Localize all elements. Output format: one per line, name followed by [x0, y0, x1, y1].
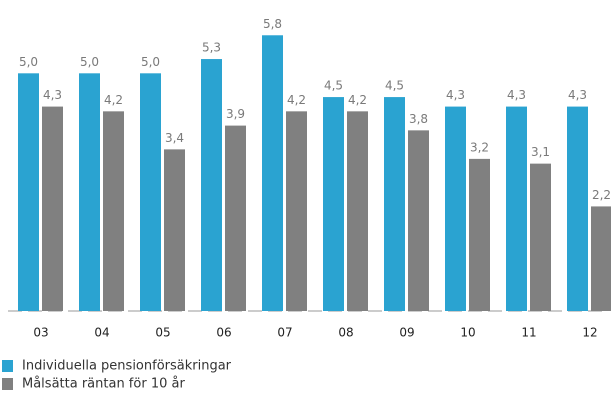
bar — [286, 111, 307, 311]
bar — [591, 206, 611, 311]
bar — [262, 35, 283, 312]
value-label: 4,2 — [104, 93, 123, 107]
bar — [384, 97, 405, 311]
value-label: 5,8 — [263, 17, 282, 31]
value-label: 3,1 — [531, 145, 550, 159]
x-tick-label: 12 — [582, 326, 597, 340]
bar — [506, 106, 527, 311]
bar — [103, 111, 124, 311]
x-tick-label: 09 — [399, 326, 414, 340]
value-label: 4,2 — [287, 93, 306, 107]
bar — [469, 158, 490, 311]
value-label: 4,3 — [446, 88, 465, 102]
bar — [140, 73, 161, 311]
bar — [445, 106, 466, 311]
value-label: 4,3 — [507, 88, 526, 102]
bar — [201, 59, 222, 311]
bar — [225, 125, 246, 311]
bar — [18, 73, 39, 311]
bar — [42, 106, 63, 311]
value-label: 4,3 — [43, 88, 62, 102]
value-label: 5,3 — [202, 41, 221, 55]
value-label: 4,5 — [385, 79, 404, 93]
x-tick-label: 05 — [155, 326, 170, 340]
value-label: 5,0 — [141, 55, 160, 69]
value-label: 2,2 — [592, 188, 611, 202]
x-tick-label: 07 — [277, 326, 292, 340]
value-label: 3,9 — [226, 107, 245, 121]
legend-label: Individuella pensionförsäkringar — [22, 359, 232, 374]
bar — [530, 163, 551, 311]
bar — [567, 106, 588, 311]
bar — [347, 111, 368, 311]
legend-label: Målsätta räntan för 10 år — [22, 377, 185, 392]
x-tick-label: 08 — [338, 326, 353, 340]
bar — [323, 97, 344, 311]
value-label: 5,0 — [19, 55, 38, 69]
x-tick-label: 06 — [216, 326, 231, 340]
value-label: 4,2 — [348, 93, 367, 107]
value-label: 3,4 — [165, 131, 184, 145]
x-tick-label: 11 — [521, 326, 536, 340]
value-label: 3,2 — [470, 140, 489, 154]
value-label: 5,0 — [80, 55, 99, 69]
value-label: 4,5 — [324, 79, 343, 93]
bar — [79, 73, 100, 311]
x-tick-label: 04 — [94, 326, 109, 340]
legend-swatch — [2, 378, 13, 390]
bar — [164, 149, 185, 311]
value-label: 3,8 — [409, 112, 428, 126]
legend-swatch — [2, 360, 13, 372]
bar — [408, 130, 429, 311]
value-label: 4,3 — [568, 88, 587, 102]
x-tick-label: 10 — [460, 326, 475, 340]
x-tick-label: 03 — [33, 326, 48, 340]
